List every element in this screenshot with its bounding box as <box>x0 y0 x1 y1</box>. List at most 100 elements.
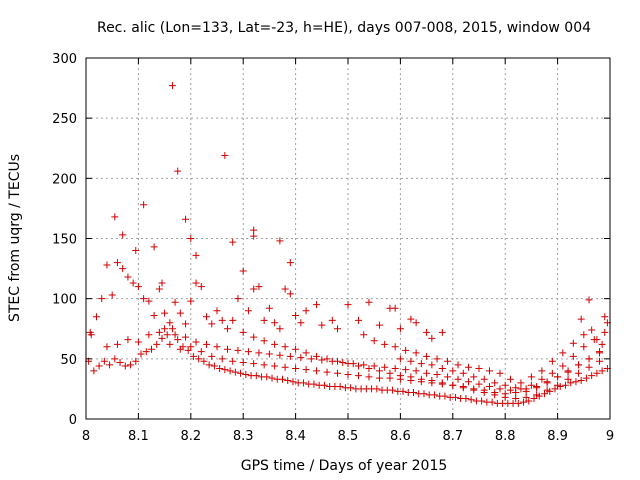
data-point <box>593 369 601 377</box>
x-tick-label: 8.6 <box>390 429 411 444</box>
data-point <box>569 339 577 347</box>
data-point <box>541 390 548 398</box>
data-point <box>399 387 407 395</box>
data-point <box>449 381 457 389</box>
x-tick-label: 8.8 <box>495 429 516 444</box>
data-point <box>142 348 150 356</box>
data-point <box>218 355 226 363</box>
data-point <box>271 362 279 370</box>
data-point <box>307 355 315 363</box>
data-point <box>593 336 601 344</box>
data-point <box>234 295 242 303</box>
data-point <box>323 368 331 376</box>
data-point <box>478 397 486 405</box>
data-point <box>223 345 231 353</box>
data-point <box>187 297 195 305</box>
data-point <box>302 366 310 374</box>
data-point <box>551 385 559 393</box>
data-point <box>292 345 300 353</box>
data-point <box>158 279 166 287</box>
data-point <box>402 366 410 374</box>
data-point <box>520 398 528 406</box>
data-point <box>412 349 420 357</box>
data-point <box>153 340 161 348</box>
chart-title: Rec. alic (Lon=133, Lat=-23, h=HE), days… <box>97 20 591 36</box>
data-point <box>260 361 268 369</box>
data-point <box>113 259 121 267</box>
data-point <box>423 369 431 377</box>
data-point <box>412 367 420 375</box>
data-point <box>145 297 153 305</box>
data-point <box>103 343 111 351</box>
data-point <box>577 376 585 384</box>
data-point <box>475 380 483 388</box>
data-point <box>182 333 190 341</box>
data-point <box>132 357 140 365</box>
data-point <box>161 309 169 317</box>
data-point <box>354 362 362 370</box>
data-point <box>488 398 496 406</box>
data-point <box>299 379 307 387</box>
data-point <box>441 392 449 400</box>
data-point <box>284 376 292 384</box>
data-point <box>538 367 546 375</box>
data-point <box>263 373 271 381</box>
data-point <box>420 390 428 398</box>
data-point <box>124 273 132 281</box>
data-point <box>512 395 520 403</box>
data-point <box>213 307 221 315</box>
data-point <box>465 363 473 371</box>
data-point <box>438 364 446 372</box>
data-point <box>543 386 551 394</box>
data-point <box>320 381 328 389</box>
data-point <box>129 279 137 287</box>
data-point <box>216 364 224 372</box>
data-point <box>475 364 483 372</box>
data-point <box>239 328 247 336</box>
data-point <box>396 372 404 380</box>
data-point <box>192 338 200 346</box>
data-point <box>548 369 556 377</box>
data-point <box>496 369 504 377</box>
data-point <box>491 379 499 387</box>
data-point <box>360 331 368 339</box>
data-point <box>391 304 399 312</box>
data-point <box>174 167 182 175</box>
data-point <box>255 349 263 357</box>
data-point <box>106 361 114 369</box>
data-point <box>221 151 229 159</box>
data-point <box>221 366 229 374</box>
data-point <box>265 304 273 312</box>
data-point <box>522 385 530 393</box>
tick-labels: 8 8.1 8.2 8.3 8.4 8.5 8.6 8.7 8.8 8.9 9 0 50 100 150 20… <box>52 52 614 444</box>
data-point <box>182 320 190 328</box>
data-point <box>465 378 473 386</box>
data-point <box>150 243 158 251</box>
data-point <box>229 238 237 246</box>
data-point <box>90 367 98 375</box>
data-point <box>137 350 145 358</box>
data-point <box>334 325 342 333</box>
data-point <box>271 340 279 348</box>
data-point <box>501 381 509 389</box>
data-point <box>234 346 242 354</box>
data-point <box>391 343 399 351</box>
y-tick-label: 0 <box>69 413 77 428</box>
data-point <box>336 383 344 391</box>
data-point <box>512 384 520 392</box>
data-point <box>433 370 441 378</box>
data-point <box>585 355 593 363</box>
data-point <box>313 301 321 309</box>
data-point <box>423 328 431 336</box>
data-point <box>339 358 347 366</box>
data-point <box>229 357 237 365</box>
data-point <box>575 361 583 369</box>
data-point <box>113 340 121 348</box>
grid-lines <box>86 58 610 419</box>
data-point <box>171 298 179 306</box>
data-point <box>365 364 373 372</box>
data-point <box>386 369 394 377</box>
x-tick-label: 8 <box>82 429 90 444</box>
data-point <box>163 331 171 339</box>
data-point <box>344 360 352 368</box>
